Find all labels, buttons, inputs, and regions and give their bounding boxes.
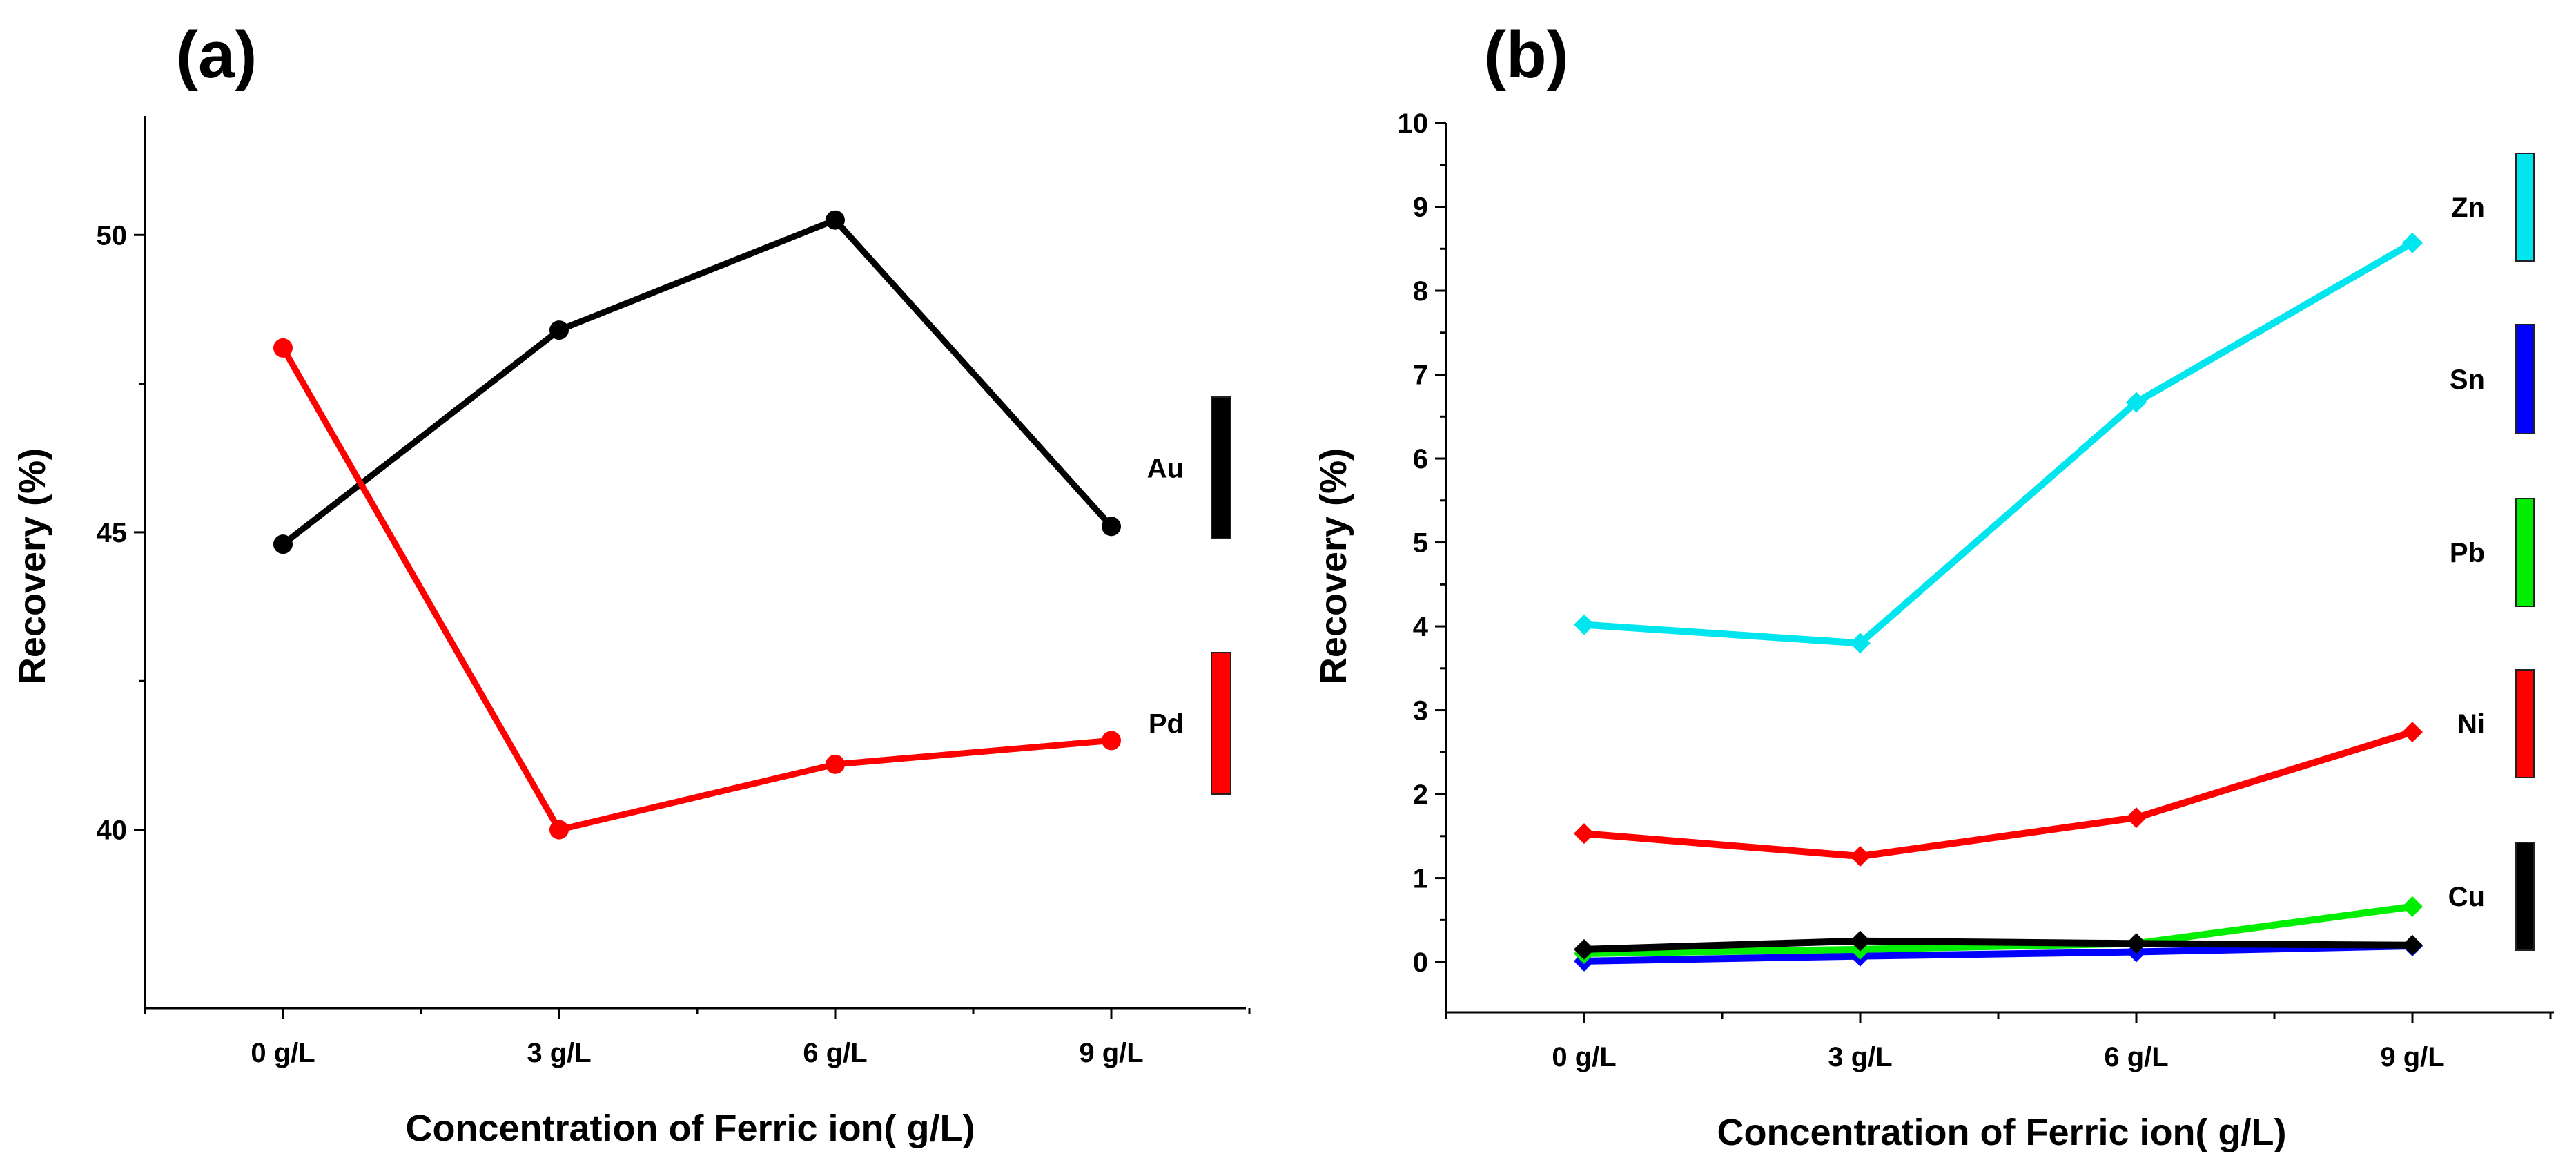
legend-label-cu: Cu — [2448, 882, 2485, 912]
y-ticks-a: 40 45 50 — [97, 220, 145, 846]
x-ticks-b: 0 g/L 3 g/L 6 g/L 9 g/L — [1445, 1012, 2552, 1072]
y-tick-label: 3 — [1413, 696, 1428, 726]
data-point-ni — [2126, 807, 2147, 829]
data-point-au — [273, 534, 293, 554]
legend-swatch-zn — [2515, 153, 2535, 262]
series-zn — [1574, 232, 2423, 654]
x-tick-label: 3 g/L — [1828, 1042, 1892, 1072]
legend-label-pd: Pd — [1149, 709, 1184, 740]
y-axis-title-b: Recovery (%) — [1313, 448, 1354, 684]
data-point-pd — [826, 754, 845, 774]
series-cu — [1574, 930, 2423, 960]
legend-swatch-cu — [2515, 842, 2535, 951]
series-group-b — [1574, 232, 2423, 972]
series-line-pd — [280, 345, 1115, 833]
legend-swatch-sn — [2515, 324, 2535, 434]
legend-swatch-pd — [1211, 652, 1231, 795]
series-line-pb — [1581, 903, 2416, 957]
x-tick-label: 9 g/L — [2380, 1042, 2444, 1072]
legend-label-pb: Pb — [2450, 538, 2485, 568]
data-point-cu — [1850, 930, 1871, 952]
data-point-cu — [2126, 933, 2147, 954]
data-point-pd — [549, 820, 569, 840]
legend-item-pb: Pb — [2450, 498, 2535, 607]
legend-label-zn: Zn — [2451, 193, 2485, 223]
chart-panel-a: (a) 40 45 50 0 g/L 3 g/L 6 g/L 9 g/L Au Pd Rec… — [12, 18, 1251, 1149]
series-line-sn — [1581, 943, 2416, 965]
series-line-au — [280, 217, 1115, 548]
panel-label-b: (b) — [1484, 18, 1569, 92]
y-tick-label: 1 — [1413, 864, 1428, 894]
y-tick-label: 9 — [1413, 193, 1428, 223]
panel-label-a: (a) — [176, 18, 257, 92]
series-group-a — [273, 210, 1121, 840]
data-point-au — [1102, 517, 1121, 537]
y-tick-label: 7 — [1413, 360, 1428, 391]
legend-b: Zn Sn Pb Ni Cu — [2448, 153, 2535, 951]
y-tick-label: 45 — [97, 518, 128, 548]
legend-swatch-ni — [2515, 669, 2535, 778]
series-ni — [1574, 722, 2423, 867]
y-tick-label: 10 — [1398, 108, 1429, 139]
legend-item-cu: Cu — [2448, 842, 2535, 951]
data-point-pd — [1102, 731, 1121, 751]
legend-a: Au Pd — [1147, 396, 1231, 795]
data-point-zn — [2126, 392, 2147, 413]
chart-panel-b: (b) 0 1 2 3 4 5 6 7 8 9 10 0 g/L 3 g/L 6 g/L 9 g/L Zn… — [1313, 18, 2554, 1153]
x-tick-label: 3 g/L — [527, 1038, 591, 1068]
x-tick-label: 0 g/L — [1552, 1042, 1616, 1072]
data-point-zn — [1850, 633, 1871, 654]
series-pd — [273, 338, 1121, 840]
data-point-ni — [1850, 845, 1871, 867]
x-tick-label: 9 g/L — [1079, 1038, 1143, 1068]
series-line-cu — [1581, 937, 2416, 953]
series-line-ni — [1581, 729, 2416, 860]
data-point-zn — [2402, 232, 2423, 253]
legend-label-ni: Ni — [2457, 709, 2485, 740]
data-point-au — [549, 320, 569, 340]
data-point-cu — [2402, 934, 2423, 956]
legend-item-zn: Zn — [2451, 153, 2535, 262]
y-tick-label: 50 — [97, 220, 128, 251]
legend-item-au: Au — [1147, 396, 1231, 539]
x-tick-label: 6 g/L — [803, 1038, 867, 1068]
y-tick-label: 8 — [1413, 276, 1428, 307]
x-axis-title-a: Concentration of Ferric ion( g/L) — [406, 1108, 975, 1149]
legend-label-au: Au — [1147, 454, 1184, 484]
legend-item-pd: Pd — [1149, 652, 1231, 795]
legend-swatch-pb — [2515, 498, 2535, 607]
x-axis-title-b: Concentration of Ferric ion( g/L) — [1717, 1112, 2287, 1153]
y-tick-label: 2 — [1413, 780, 1428, 810]
x-tick-label: 6 g/L — [2104, 1042, 2168, 1072]
legend-item-ni: Ni — [2457, 669, 2535, 778]
y-ticks-b: 0 1 2 3 4 5 6 7 8 9 10 — [1398, 108, 1446, 978]
data-point-au — [826, 210, 845, 230]
series-line-zn — [1581, 239, 2416, 647]
x-tick-label: 0 g/L — [251, 1038, 315, 1068]
legend-swatch-au — [1211, 396, 1231, 539]
data-point-ni — [1574, 823, 1594, 845]
data-point-pd — [273, 338, 293, 358]
data-point-pb — [2402, 896, 2423, 917]
data-point-cu — [1574, 938, 1594, 960]
y-tick-label: 5 — [1413, 528, 1428, 559]
data-point-zn — [1574, 614, 1594, 635]
y-axis-title-a: Recovery (%) — [12, 448, 53, 684]
x-ticks-a: 0 g/L 3 g/L 6 g/L 9 g/L — [144, 1008, 1251, 1068]
legend-item-sn: Sn — [2450, 324, 2535, 434]
y-tick-label: 4 — [1413, 612, 1429, 642]
legend-label-sn: Sn — [2450, 365, 2485, 395]
y-tick-label: 0 — [1413, 947, 1428, 978]
y-tick-label: 6 — [1413, 444, 1428, 474]
data-point-ni — [2402, 722, 2423, 743]
series-au — [273, 210, 1121, 554]
y-tick-label: 40 — [97, 816, 128, 846]
